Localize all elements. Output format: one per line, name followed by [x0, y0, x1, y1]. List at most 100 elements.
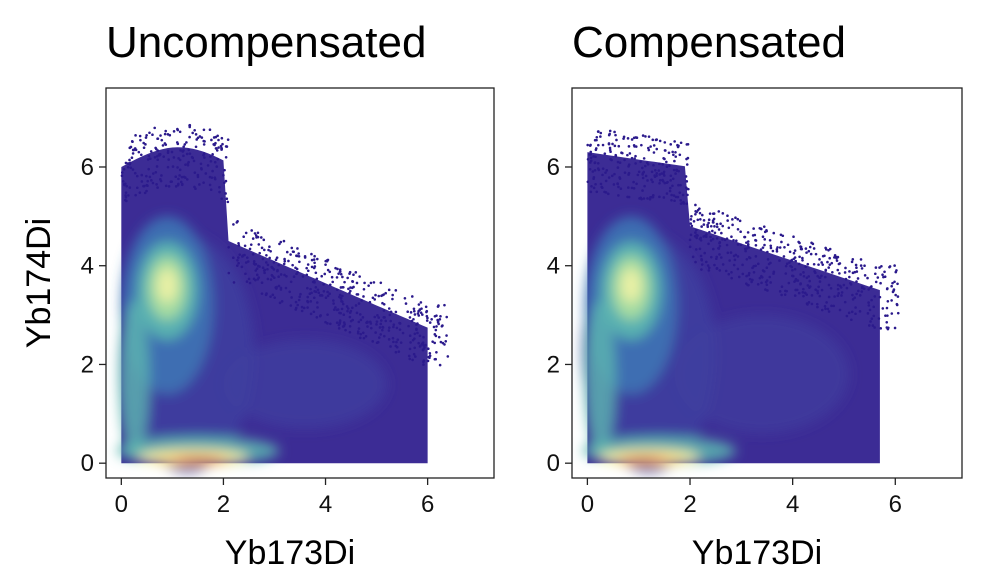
outlier-dot	[855, 266, 858, 270]
outlier-dot	[326, 322, 329, 325]
outlier-dot	[745, 247, 748, 250]
outlier-dot	[896, 311, 900, 315]
outlier-dot	[255, 273, 259, 277]
outlier-dot	[277, 284, 281, 288]
outlier-dot	[725, 237, 729, 241]
outlier-dot	[885, 287, 889, 291]
outlier-dot	[695, 236, 699, 240]
outlier-dot	[784, 272, 788, 275]
outlier-dot	[217, 138, 220, 142]
outlier-dot	[254, 269, 258, 272]
outlier-dot	[129, 166, 133, 170]
outlier-dot	[236, 258, 239, 262]
outlier-dot	[709, 224, 713, 228]
outlier-dot	[417, 303, 421, 306]
outlier-dot	[285, 275, 288, 278]
outlier-dot	[745, 257, 749, 261]
outlier-dot	[745, 274, 748, 278]
outlier-dot	[891, 281, 894, 285]
outlier-dot	[422, 359, 426, 362]
outlier-dot	[608, 129, 612, 133]
outlier-dot	[151, 172, 155, 175]
outlier-dot	[666, 180, 669, 184]
outlier-dot	[627, 145, 631, 148]
outlier-dot	[693, 235, 697, 238]
outlier-dot	[332, 299, 335, 302]
outlier-dot	[754, 239, 758, 242]
outlier-dot	[408, 347, 412, 351]
panel-frame	[571, 87, 963, 479]
density-blob	[674, 315, 850, 434]
outlier-dot	[224, 155, 228, 159]
outlier-dot	[808, 286, 811, 289]
outlier-dot	[790, 274, 794, 278]
outlier-dot	[313, 254, 316, 258]
outlier-dot	[589, 156, 593, 160]
outlier-dot	[335, 288, 339, 292]
outlier-dot	[824, 248, 828, 251]
x-tick-label: 4	[319, 491, 332, 518]
outlier-dot	[893, 280, 896, 284]
outlier-dot	[406, 310, 410, 314]
outlier-dot	[226, 138, 230, 141]
outlier-dot	[634, 145, 638, 148]
outlier-dot	[125, 184, 129, 188]
outlier-dot	[593, 161, 597, 164]
outlier-dot	[838, 308, 842, 312]
outlier-dot	[394, 289, 398, 292]
outlier-dot	[130, 139, 134, 143]
outlier-dot	[235, 221, 239, 224]
outlier-dot	[266, 263, 270, 267]
outlier-dot	[636, 173, 640, 177]
outlier-dot	[159, 134, 162, 137]
outlier-dot	[343, 280, 346, 284]
outlier-dot	[592, 177, 595, 181]
outlier-dot	[210, 138, 213, 142]
outlier-dot	[689, 222, 693, 225]
outlier-dot	[685, 157, 688, 161]
outlier-dot	[604, 171, 607, 174]
outlier-dot	[689, 233, 693, 237]
outlier-dot	[145, 189, 148, 193]
outlier-dot	[870, 317, 874, 321]
outlier-dot	[663, 149, 667, 152]
outlier-dot	[128, 161, 132, 165]
outlier-dot	[665, 192, 669, 195]
outlier-dot	[700, 258, 703, 261]
outlier-dot	[130, 156, 134, 160]
outlier-dot	[591, 170, 595, 173]
outlier-dot	[221, 142, 224, 146]
outlier-dot	[313, 261, 316, 265]
outlier-dot	[419, 344, 422, 347]
outlier-dot	[277, 263, 281, 267]
outlier-dot	[242, 235, 245, 239]
outlier-dot	[339, 297, 343, 300]
outlier-dot	[366, 321, 369, 324]
outlier-dot	[292, 250, 295, 254]
outlier-dot	[435, 325, 438, 328]
outlier-dot	[260, 246, 264, 250]
outlier-dot	[707, 218, 711, 222]
outlier-dot	[169, 180, 173, 184]
outlier-dot	[827, 310, 831, 313]
outlier-dot	[392, 340, 395, 344]
outlier-dot	[351, 280, 355, 283]
outlier-dot	[137, 150, 141, 154]
outlier-dot	[407, 354, 411, 358]
outlier-dot	[279, 240, 283, 244]
outlier-dot	[589, 150, 593, 154]
outlier-dot	[747, 271, 751, 275]
outlier-dot	[153, 155, 157, 159]
outlier-dot	[168, 133, 172, 137]
outlier-dot	[785, 262, 789, 266]
outlier-dot	[373, 315, 377, 319]
outlier-dot	[599, 182, 603, 186]
outlier-dot	[709, 255, 713, 259]
outlier-dot	[372, 281, 376, 284]
outlier-dot	[127, 194, 130, 197]
outlier-dot	[378, 326, 382, 329]
outlier-dot	[382, 309, 386, 312]
outlier-dot	[171, 165, 175, 168]
outlier-dot	[721, 224, 725, 228]
outlier-dot	[431, 340, 434, 343]
